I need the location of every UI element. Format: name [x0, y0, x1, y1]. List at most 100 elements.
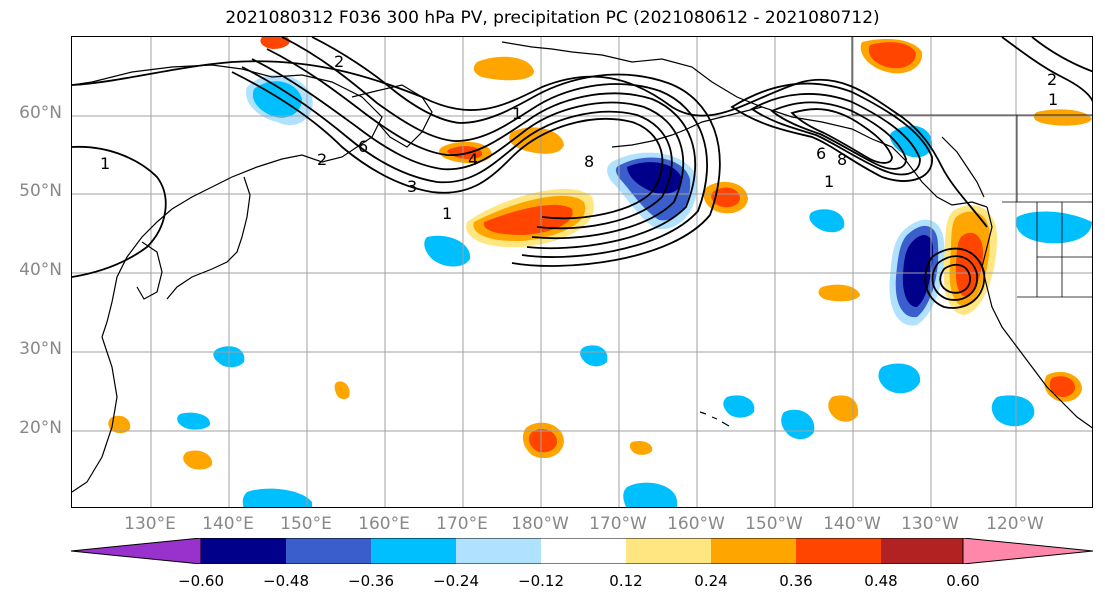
coast-na-west	[981, 206, 1092, 429]
lon-label-150w: 150°W	[745, 514, 803, 534]
contour-label: 2	[1047, 70, 1057, 89]
map-panel: 1 2 3 4 6 8 1 8 6 1 2 1 2 1	[71, 36, 1093, 508]
pv-contour-east-a	[730, 82, 933, 182]
precip-neg-blob-6	[623, 482, 677, 507]
colorbar-bin	[711, 538, 796, 564]
precip-neg-blob-9	[580, 345, 608, 367]
pv-contour-cutoff-1	[924, 247, 986, 309]
contour-label: 3	[407, 177, 417, 196]
pv-contour-north-2	[72, 146, 167, 278]
lon-label-130e: 130°E	[124, 514, 176, 534]
precip-neg-blob-11	[781, 409, 815, 440]
colorbar-tick-label: 0.60	[946, 572, 980, 590]
colorbar-tick-label: 0.36	[779, 572, 813, 590]
lon-label-180w: 180°W	[511, 514, 569, 534]
lat-label-50: 50°N	[19, 181, 62, 201]
lat-label-20: 20°N	[19, 418, 62, 438]
precip-neg-blob-5	[991, 395, 1035, 427]
colorbar-bin	[201, 538, 286, 564]
lon-label-170w: 170°W	[589, 514, 647, 534]
precip-pos-blob-4	[828, 395, 859, 422]
precip-pos-blob-2-core	[1049, 376, 1076, 397]
colorbar-tick-label: −0.12	[518, 572, 564, 590]
colorbar-bin	[626, 538, 711, 564]
contour-labels: 1 2 3 4 6 8 1 8 6 1 2 1 2 1	[100, 52, 1058, 223]
lon-label-150e: 150°E	[280, 514, 332, 534]
contour-label: 2	[317, 150, 327, 169]
coast-kamchatka	[351, 84, 433, 148]
contour-label: 8	[837, 150, 847, 169]
contour-label: 6	[358, 137, 368, 156]
precip-pos-north-2-core	[447, 146, 483, 160]
pv-contour-cutoff-3	[939, 263, 971, 294]
contour-label: 2	[334, 52, 344, 71]
precip-neg-blob-3	[1016, 211, 1092, 244]
colorbar-bin	[881, 538, 963, 564]
pv-contour-jet-e	[281, 37, 708, 258]
pv-contour-na-2	[1031, 37, 1092, 73]
contour-label: 6	[816, 144, 826, 163]
lon-label-160e: 160°E	[358, 514, 410, 534]
colorbar-tick-label: −0.36	[348, 572, 394, 590]
pv-contour-na	[1001, 37, 1092, 103]
pv-contour-east-d	[790, 108, 893, 164]
contour-label: 4	[468, 150, 478, 169]
colorbar-low-extend	[70, 537, 202, 565]
lat-label-40: 40°N	[19, 260, 62, 280]
coast-china-south	[72, 336, 118, 493]
colorbar-tick-label: 0.12	[609, 572, 643, 590]
precip-pos-north-1	[473, 56, 534, 81]
precip-neg-blob-10	[723, 395, 755, 418]
precip-neg-blob-1	[424, 235, 471, 267]
coast-bc	[941, 136, 985, 198]
lat-label-30: 30°N	[19, 339, 62, 359]
coast-korea	[136, 241, 163, 300]
precip-pos-blob-3	[818, 284, 860, 302]
lat-label-60: 60°N	[19, 103, 62, 123]
coast-japan	[166, 176, 251, 300]
pv-contours	[72, 37, 1092, 309]
pv-contour-east-b	[750, 93, 921, 176]
colorbar-bin	[456, 538, 541, 564]
colorbar-svg	[70, 537, 1094, 565]
colorbar-bin	[286, 538, 371, 564]
precip-neg-blob-2	[809, 209, 845, 233]
contour-label: 8	[584, 152, 594, 171]
lon-label-140e: 140°E	[202, 514, 254, 534]
contour-label: 1	[100, 154, 110, 173]
precip-neg-blob-12	[177, 412, 211, 430]
precip-neg-westcoast-core	[902, 234, 934, 307]
contour-label: 1	[512, 104, 522, 123]
precip-pos-blob-1-core	[528, 429, 558, 453]
precip-neg-east-dateline-core	[627, 162, 682, 194]
precip-neg-blob-7	[242, 488, 312, 507]
coast-asia-north	[72, 64, 383, 338]
precip-pos-blob-8	[629, 441, 653, 455]
coastlines	[72, 41, 1092, 493]
coast-hawaii	[699, 411, 730, 427]
contour-label: 1	[1048, 90, 1058, 109]
colorbar-bin	[796, 538, 881, 564]
colorbar-tick-label: 0.48	[864, 572, 898, 590]
chart-title: 2021080312 F036 300 hPa PV, precipitatio…	[225, 8, 880, 28]
lon-label-130w: 130°W	[901, 514, 959, 534]
colorbar-tick-label: −0.48	[263, 572, 309, 590]
colorbar-tick-label: −0.24	[433, 572, 479, 590]
contour-label: 1	[824, 172, 834, 191]
pv-contour-cutoff-2	[931, 255, 978, 301]
map-svg: 1 2 3 4 6 8 1 8 6 1 2 1 2 1	[72, 37, 1092, 507]
pv-contour-jet-d	[266, 48, 696, 250]
precip-pos-alaska-coast	[1033, 109, 1092, 126]
pv-contour-north-1	[72, 60, 988, 228]
lon-label-160w: 160°W	[667, 514, 725, 534]
precip-pos-blob-7	[334, 381, 350, 400]
lon-label-140w: 140°W	[823, 514, 881, 534]
colorbar	[70, 537, 1094, 565]
pv-contour-jet-b	[241, 66, 673, 230]
graticule	[72, 37, 1092, 507]
pv-contour-jet-f	[311, 37, 721, 267]
coast-alaska	[571, 51, 988, 208]
colorbar-tick-label: 0.24	[694, 572, 728, 590]
lon-label-170e: 170°E	[436, 514, 488, 534]
colorbar-high-extend	[962, 537, 1094, 565]
